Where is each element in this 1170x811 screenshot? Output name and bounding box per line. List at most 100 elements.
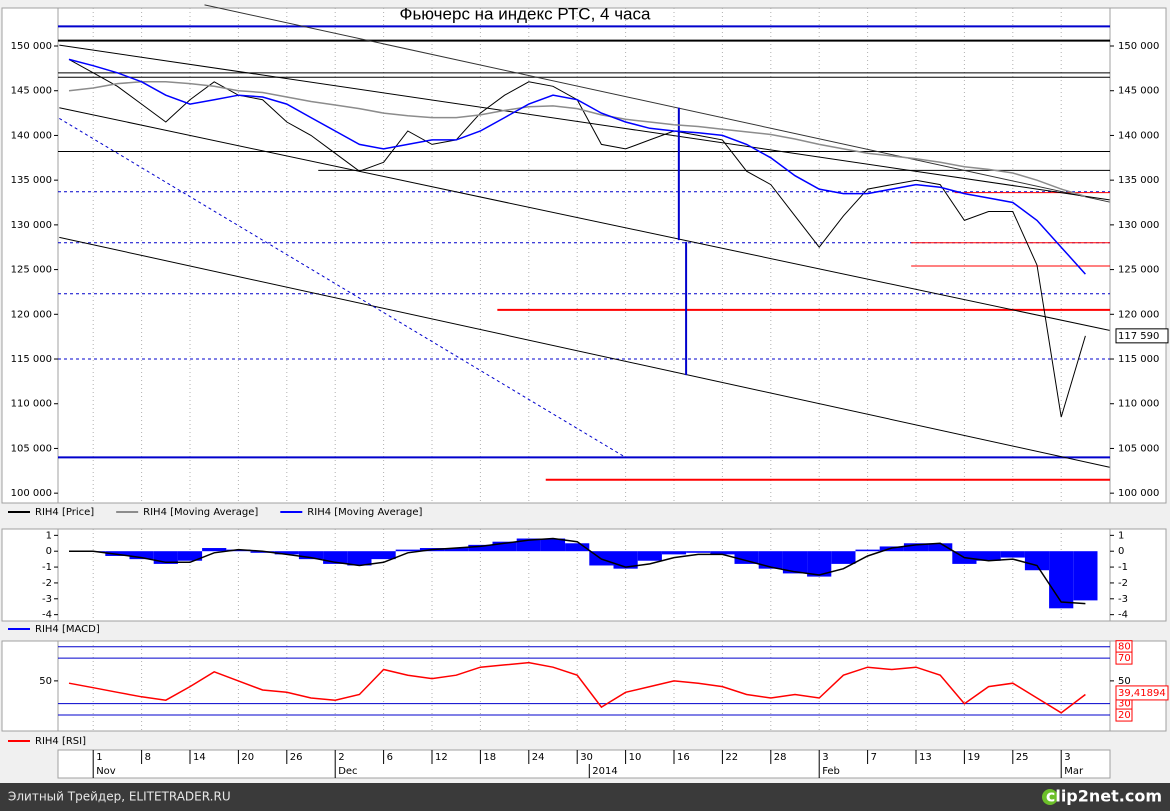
x-axis-area [57,749,1111,779]
trend-line [59,236,1110,468]
legend-label: RIH4 [RSI] [35,736,86,747]
bar [661,551,687,555]
bar [129,551,154,560]
left-axis-area [1,640,59,732]
last-value-box [1115,328,1169,344]
level-label: 70 [1118,653,1131,664]
right-axis-area [1109,7,1167,504]
y-tick-label-right: -1 [1118,562,1128,573]
y-tick-label-right: 130 000 [1118,220,1159,231]
y-tick-label: 100 000 [11,488,52,499]
x-tick-label: 14 [193,752,206,763]
bar [274,551,299,555]
last-value-label: 117 590 [1118,331,1159,342]
x-tick-label: 25 [1016,752,1029,763]
x-tick-label: 8 [145,752,151,763]
trend-line [59,44,1110,201]
x-tick-label: 18 [483,752,496,763]
left-axis-area [1,7,59,504]
y-tick-label-right: 125 000 [1118,265,1159,276]
x-tick-label: 30 [580,752,593,763]
level-label-box [1115,708,1133,722]
legend-label: RIH4 [MACD] [35,624,100,635]
y-tick-label: 110 000 [11,399,52,410]
bar [468,544,493,552]
bar [613,551,638,569]
y-tick-label-right: 150 000 [1118,41,1159,52]
y-tick-label-right: 1 [1118,530,1124,541]
period-label: Nov [96,766,116,777]
plot-area [57,528,1111,622]
bar [855,549,880,552]
period-label: Mar [1064,766,1084,777]
right-axis-area [1109,528,1167,622]
left-axis-area [1,528,59,622]
level-label-box [1115,651,1133,665]
y-tick-label: 0 [46,546,52,557]
bar [758,551,783,569]
y-tick-label-right: 50 [1118,676,1131,687]
y-tick-label-right: 105 000 [1118,443,1159,454]
y-tick-label: 135 000 [11,175,52,186]
level-label: 30 [1118,699,1131,710]
legend-label: RIH4 [Moving Average] [143,507,258,518]
bar [177,551,203,561]
bar [782,551,808,574]
x-tick-label: 26 [290,752,303,763]
x-tick-label: 13 [919,752,932,763]
footer-bar [0,783,1170,811]
x-tick-label: 20 [241,752,254,763]
x-tick-label: 22 [725,752,738,763]
x-tick-label: 1 [96,752,102,763]
footer-source: Элитный Трейдер, ELITETRADER.RU [8,790,231,804]
x-tick-label: 3 [822,752,828,763]
plot-area [57,640,1111,732]
series-line [69,537,1086,605]
logo-icon [1042,789,1058,805]
y-tick-label-right: 115 000 [1118,354,1159,365]
x-tick-label: 12 [435,752,448,763]
y-tick-label-right: -2 [1118,578,1128,589]
y-tick-label: 140 000 [11,130,52,141]
y-tick-label: 50 [39,676,52,687]
y-tick-label-right: 145 000 [1118,86,1159,97]
x-tick-label: 10 [629,752,642,763]
bar [710,551,735,555]
bar [492,541,517,552]
y-tick-label: -2 [42,578,52,589]
legend-label: RIH4 [Price] [35,507,94,518]
bar [637,551,662,561]
y-tick-label-right: 135 000 [1118,175,1159,186]
period-label: Dec [338,766,357,777]
y-tick-label-right: 0 [1118,546,1124,557]
x-tick-label: 28 [774,752,787,763]
bar [444,548,469,552]
bar [298,551,324,560]
legend-label: RIH4 [Moving Average] [307,507,422,518]
bar [540,538,566,552]
bar [879,546,904,552]
y-tick-label: 130 000 [11,220,52,231]
chart-title: Фьючерс на индекс РТС, 4 часа [400,4,651,23]
x-tick-label: 16 [677,752,690,763]
period-label: Feb [822,766,840,777]
y-tick-label: 150 000 [11,41,52,52]
y-tick-label: -3 [42,594,52,605]
bar [686,551,711,553]
bar [831,551,856,564]
bar [371,551,396,560]
x-tick-label: 19 [967,752,980,763]
y-tick-label: -1 [42,562,52,573]
bar [395,549,420,552]
bar [976,551,1001,561]
x-tick-label: 6 [387,752,393,763]
last-value-label: 39,41894 [1118,688,1166,699]
y-tick-label-right: 100 000 [1118,488,1159,499]
bar [565,543,590,552]
level-label: 20 [1118,710,1131,721]
y-tick-label: -4 [42,610,52,621]
bar [250,551,275,553]
bar [347,551,372,566]
series-line [68,58,1086,275]
